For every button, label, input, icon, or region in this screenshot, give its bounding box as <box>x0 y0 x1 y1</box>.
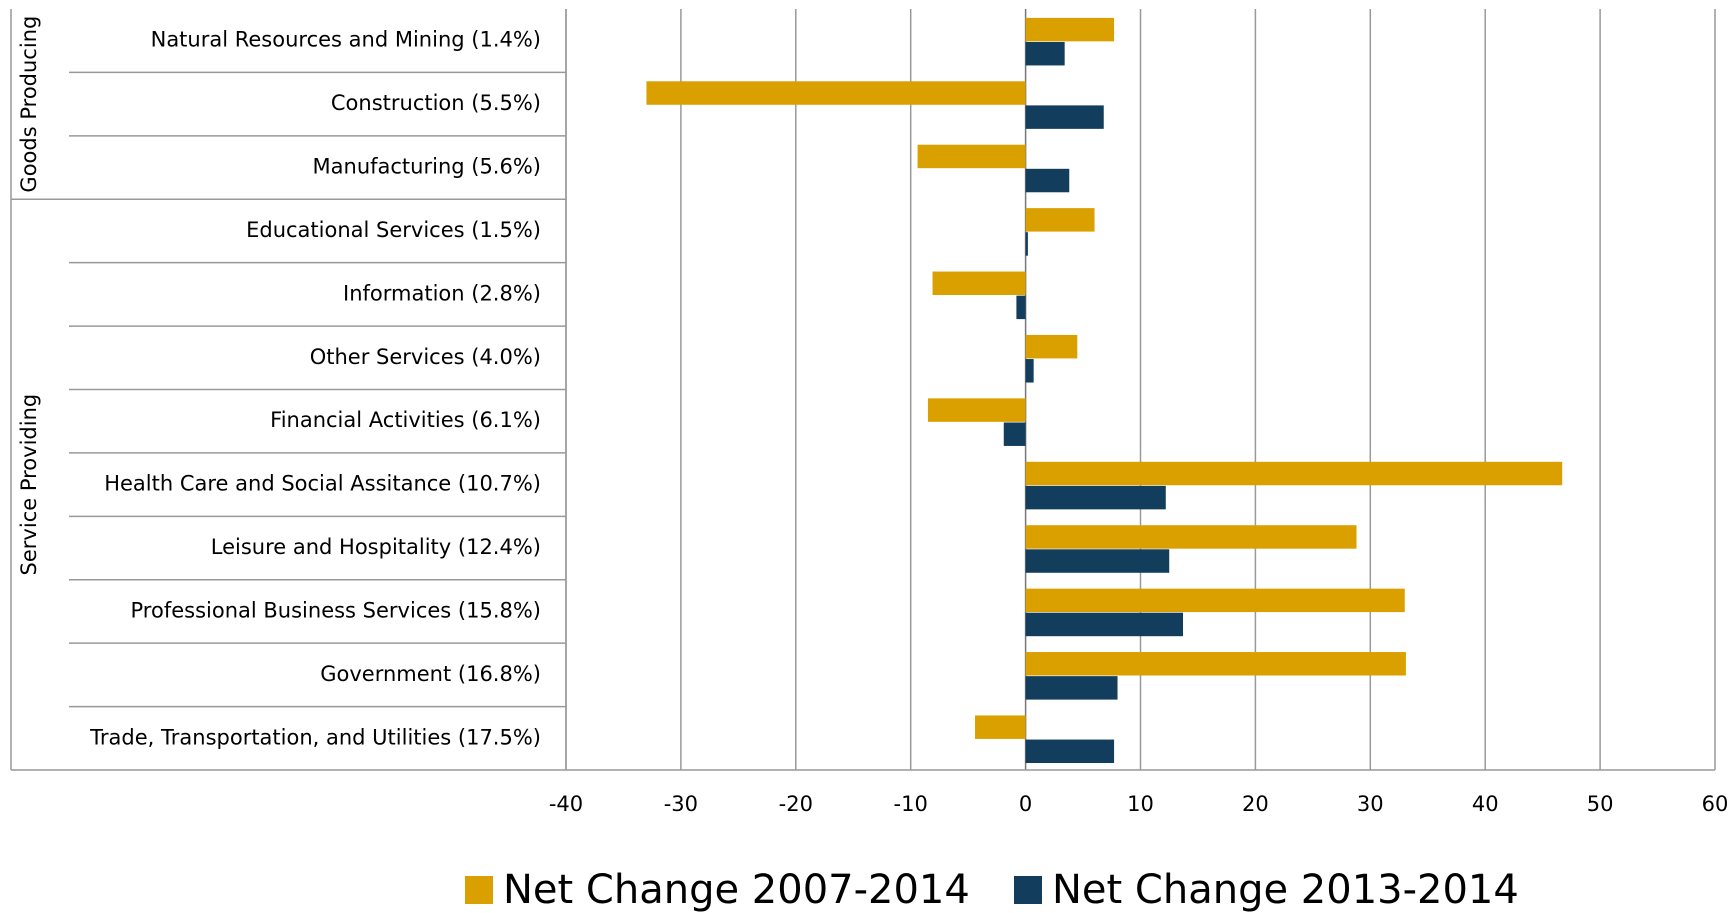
bar <box>1025 739 1115 764</box>
x-tick-label: 40 <box>1472 792 1499 816</box>
x-tick-label: 0 <box>1019 792 1032 816</box>
bar <box>1025 232 1028 256</box>
x-tick-label: 10 <box>1127 792 1154 816</box>
y-tick-label: Information (2.8%) <box>343 281 541 305</box>
x-tick-label: 50 <box>1587 792 1614 816</box>
x-tick-label: -40 <box>549 792 583 816</box>
bar <box>1025 359 1034 383</box>
bar <box>1025 588 1405 613</box>
y-tick-label: Construction (5.5%) <box>331 91 541 115</box>
x-tick-label: 30 <box>1357 792 1384 816</box>
bar <box>1025 485 1166 510</box>
bar <box>1025 41 1065 66</box>
y-tick-label: Natural Resources and Mining (1.4%) <box>151 28 541 52</box>
x-tick-label: 60 <box>1702 792 1729 816</box>
bar <box>1025 549 1170 573</box>
y-tick-label: Professional Business Services (15.8%) <box>131 598 541 622</box>
x-tick-label: 20 <box>1242 792 1269 816</box>
bar <box>1025 208 1095 232</box>
bar <box>975 715 1026 739</box>
legend-swatch <box>465 876 493 904</box>
bar <box>932 271 1026 296</box>
legend-swatch <box>1014 876 1042 904</box>
bar <box>917 144 1026 169</box>
x-tick-label: -10 <box>894 792 928 816</box>
bar <box>927 398 1026 422</box>
y-tick-label: Government (16.8%) <box>320 662 541 686</box>
bar <box>1025 168 1070 193</box>
bar <box>1003 422 1026 446</box>
y-tick-label: Health Care and Social Assitance (10.7%) <box>104 472 541 496</box>
bar <box>1025 652 1406 676</box>
bar <box>1016 295 1026 320</box>
x-tick-label: -30 <box>664 792 698 816</box>
bar <box>646 81 1026 105</box>
y-tick-label: Leisure and Hospitality (12.4%) <box>211 535 541 559</box>
y-tick-label: Other Services (4.0%) <box>310 345 541 369</box>
y-tick-label: Trade, Transportation, and Utilities (17… <box>89 725 541 749</box>
group-label: Goods Producing <box>17 16 41 193</box>
x-tick-label: -20 <box>779 792 813 816</box>
y-tick-label: Educational Services (1.5%) <box>246 218 541 242</box>
bar <box>1025 17 1115 42</box>
legend-label: Net Change 2007-2014 <box>503 867 970 913</box>
bar <box>1025 461 1563 486</box>
legend-label: Net Change 2013-2014 <box>1052 867 1519 913</box>
bar <box>1025 105 1104 129</box>
bar <box>1025 612 1184 637</box>
group-label: Service Providing <box>17 394 41 576</box>
bar <box>1025 525 1357 549</box>
bar <box>1025 334 1078 359</box>
bar <box>1025 676 1118 700</box>
y-tick-label: Financial Activities (6.1%) <box>270 408 541 432</box>
y-tick-label: Manufacturing (5.6%) <box>313 155 541 179</box>
